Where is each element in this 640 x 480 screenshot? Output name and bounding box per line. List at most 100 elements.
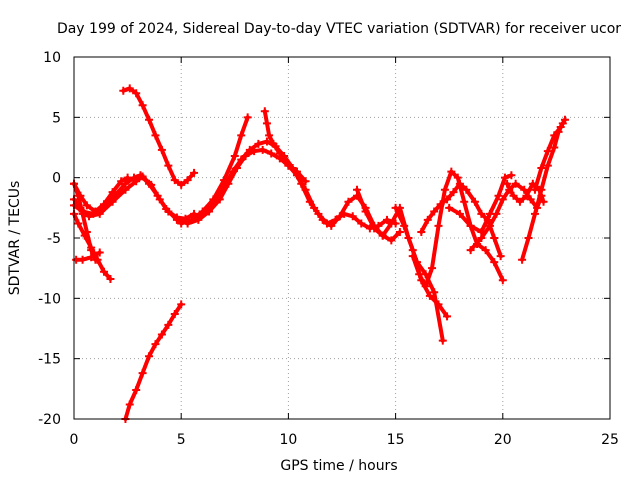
series-line <box>121 86 197 187</box>
series-line <box>72 147 308 226</box>
data-point <box>237 155 246 164</box>
data-point <box>318 215 327 224</box>
data-series <box>70 84 569 423</box>
x-tick-label: 5 <box>177 432 186 448</box>
data-point <box>145 115 154 124</box>
data-point <box>443 312 452 321</box>
data-point <box>370 224 379 233</box>
y-axis-label: SDTVAR / TECUs <box>7 181 23 296</box>
data-point <box>125 84 134 93</box>
data-point <box>455 179 464 188</box>
data-point <box>187 215 196 224</box>
data-point <box>157 145 166 154</box>
data-point <box>170 176 179 185</box>
data-point <box>119 86 128 95</box>
data-point <box>445 203 454 212</box>
data-point <box>415 270 424 279</box>
data-point <box>383 215 392 224</box>
data-point <box>78 209 87 218</box>
y-tick-label: 5 <box>52 110 61 126</box>
data-point <box>132 89 141 98</box>
data-point <box>245 145 254 154</box>
data-point <box>106 275 115 284</box>
data-point <box>164 320 173 329</box>
data-point <box>440 185 449 194</box>
data-point <box>327 221 336 230</box>
data-point <box>498 276 507 285</box>
data-point <box>183 176 192 185</box>
data-point <box>262 137 271 146</box>
data-point <box>438 336 447 345</box>
x-tick-label: 10 <box>279 432 297 448</box>
data-point <box>530 185 539 194</box>
data-point <box>164 161 173 170</box>
data-point <box>460 197 469 206</box>
data-point <box>524 234 533 242</box>
data-point <box>177 219 186 228</box>
data-point <box>560 115 569 124</box>
data-point <box>550 131 559 140</box>
data-point <box>408 252 417 261</box>
data-point <box>275 149 284 158</box>
data-point <box>172 215 181 224</box>
data-point <box>145 179 154 188</box>
data-point <box>400 221 409 230</box>
y-tick-label: -20 <box>38 412 61 428</box>
data-point <box>162 205 171 214</box>
y-tick-label: -5 <box>47 231 61 247</box>
data-point <box>507 171 516 180</box>
series-trace-11 <box>121 300 186 423</box>
data-point <box>177 180 186 189</box>
data-point <box>237 131 246 140</box>
data-point <box>74 191 83 200</box>
data-point <box>520 185 529 194</box>
data-point <box>466 246 475 255</box>
data-point <box>436 200 445 209</box>
x-tick-label: 20 <box>494 432 512 448</box>
data-point <box>335 212 344 221</box>
data-point <box>434 221 443 230</box>
data-point <box>121 179 130 188</box>
data-point <box>220 176 229 185</box>
data-point <box>477 234 486 242</box>
data-point <box>430 207 439 216</box>
data-point <box>132 386 141 395</box>
data-point <box>511 179 520 188</box>
data-point <box>391 203 400 212</box>
data-point <box>353 185 362 194</box>
data-point <box>344 197 353 206</box>
data-point <box>87 243 96 252</box>
data-point <box>145 352 154 361</box>
series-trace-4 <box>177 137 400 233</box>
series-trace-10 <box>70 209 115 284</box>
data-point <box>348 212 357 221</box>
y-tick-label: -10 <box>38 291 61 307</box>
data-point <box>267 149 276 158</box>
data-point <box>258 145 267 154</box>
series-line <box>123 302 184 421</box>
data-point <box>95 248 104 257</box>
data-point <box>503 179 512 188</box>
data-point <box>485 221 494 230</box>
series-trace-13 <box>391 203 452 321</box>
x-tick-label: 25 <box>601 432 619 448</box>
y-tick-label: 10 <box>43 50 61 66</box>
series-line <box>447 173 514 234</box>
data-point <box>177 300 186 309</box>
data-point <box>509 191 518 200</box>
data-point <box>89 209 98 218</box>
data-point <box>543 147 552 156</box>
data-point <box>470 197 479 206</box>
data-point <box>498 195 507 204</box>
series-trace-16 <box>445 171 516 236</box>
data-point <box>428 264 437 273</box>
data-point <box>230 151 239 160</box>
data-point <box>100 267 109 276</box>
data-point <box>494 191 503 200</box>
data-point <box>526 195 535 204</box>
data-point <box>395 227 404 236</box>
data-point <box>265 131 274 140</box>
data-point <box>477 209 486 218</box>
data-point <box>110 191 119 200</box>
series-trace-5 <box>187 113 252 224</box>
